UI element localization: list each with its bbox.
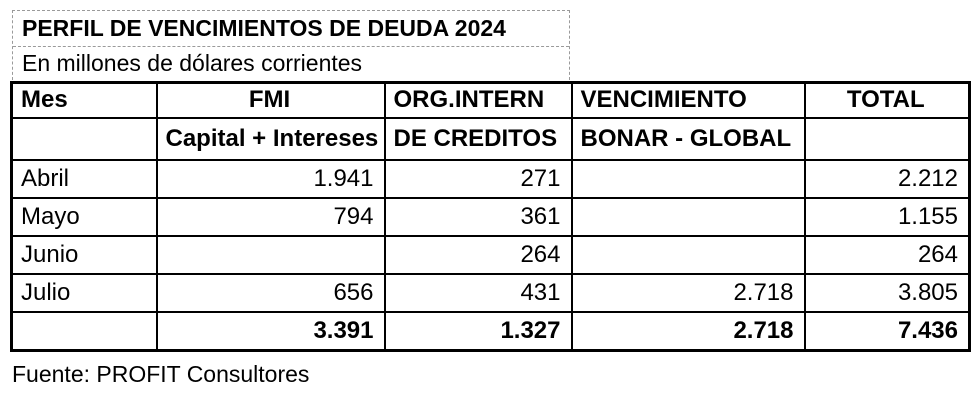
cell-total: 3.805 [803, 272, 971, 313]
cell-mes: Mayo [10, 196, 158, 237]
table-row-abril: Abril 1.941 271 2.212 [10, 158, 971, 199]
cell-fmi: 794 [155, 196, 386, 237]
page-title: PERFIL DE VENCIMIENTOS DE DEUDA 2024 [13, 11, 569, 47]
table-row-mayo: Mayo 794 361 1.155 [10, 196, 971, 237]
col-header-org-intern: ORG.INTERN [383, 81, 573, 118]
header-row-2: Capital + Intereses DE CREDITOS BONAR - … [10, 116, 971, 161]
header-row-1: Mes FMI ORG.INTERN VENCIMIENTO TOTAL [10, 81, 971, 118]
source-note: Fuente: PROFIT Consultores [12, 361, 310, 387]
cell-total: 264 [803, 234, 971, 275]
table-row-junio: Junio 264 264 [10, 234, 971, 275]
subheader-total-empty [803, 116, 971, 161]
cell-total-venc: 2.718 [570, 310, 806, 352]
cell-fmi: 656 [155, 272, 386, 313]
cell-mes-empty [10, 310, 158, 352]
subheader-mes-empty [10, 116, 158, 161]
col-header-fmi: FMI [155, 81, 386, 118]
col-header-total: TOTAL [803, 81, 971, 118]
subheader-capital-interes: Capital + Intereses [155, 116, 386, 161]
cell-total: 2.212 [803, 158, 971, 199]
cell-mes: Junio [10, 234, 158, 275]
title-box: PERFIL DE VENCIMIENTOS DE DEUDA 2024 En … [12, 10, 570, 80]
debt-maturity-table: Mes FMI ORG.INTERN VENCIMIENTO TOTAL Cap… [10, 81, 971, 352]
cell-fmi [155, 234, 386, 275]
cell-org: 264 [383, 234, 573, 275]
cell-venc [570, 158, 806, 199]
cell-mes: Abril [10, 158, 158, 199]
cell-total: 1.155 [803, 196, 971, 237]
subheader-bonar-global: BONAR - GLOBAL [570, 116, 806, 161]
cell-org: 431 [383, 272, 573, 313]
cell-fmi: 1.941 [155, 158, 386, 199]
cell-grand-total: 7.436 [803, 310, 971, 352]
cell-org: 361 [383, 196, 573, 237]
cell-org: 271 [383, 158, 573, 199]
cell-venc: 2.718 [570, 272, 806, 313]
col-header-vencimiento: VENCIMIENTO [570, 81, 806, 118]
col-header-mes: Mes [10, 81, 158, 118]
table-row-julio: Julio 656 431 2.718 3.805 [10, 272, 971, 313]
cell-mes: Julio [10, 272, 158, 313]
cell-total-org: 1.327 [383, 310, 573, 352]
cell-total-fmi: 3.391 [155, 310, 386, 352]
cell-venc [570, 234, 806, 275]
table-row-totals: 3.391 1.327 2.718 7.436 [10, 310, 971, 352]
subheader-de-creditos: DE CREDITOS [383, 116, 573, 161]
page-subtitle: En millones de dólares corrientes [22, 50, 363, 76]
cell-venc [570, 196, 806, 237]
